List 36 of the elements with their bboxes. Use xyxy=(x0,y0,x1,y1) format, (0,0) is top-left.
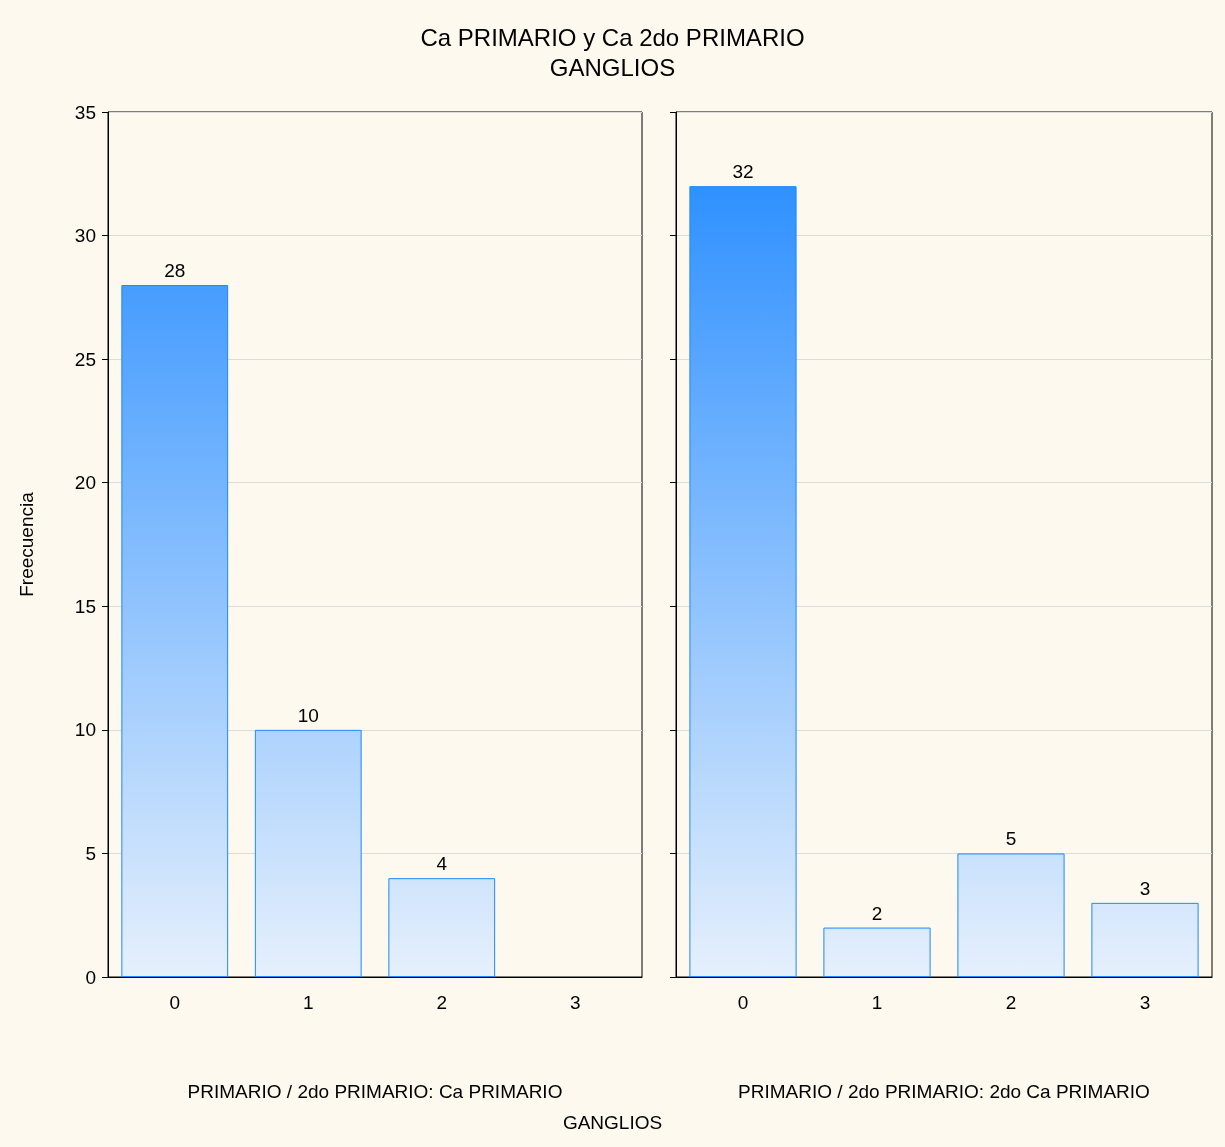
chart-title: Ca PRIMARIO y Ca 2do PRIMARIO xyxy=(420,23,805,51)
bar xyxy=(254,729,362,977)
bar xyxy=(388,878,496,977)
data-label: 32 xyxy=(732,161,754,183)
y-tick-label: 20 xyxy=(74,472,96,494)
data-label: 3 xyxy=(1139,877,1151,899)
data-label: 10 xyxy=(297,704,319,726)
x-axis-title: PRIMARIO / 2do PRIMARIO: Ca PRIMARIO xyxy=(187,1081,563,1102)
x-tick-label: 1 xyxy=(871,992,883,1013)
chart-subtitle: GANGLIOS xyxy=(549,53,676,81)
y-tick-label: 15 xyxy=(74,595,96,617)
y-tick-label: 10 xyxy=(74,719,96,741)
data-label: 4 xyxy=(436,853,448,875)
y-tick-label: 0 xyxy=(85,966,96,988)
data-label: 28 xyxy=(164,260,186,281)
x-tick-label: 0 xyxy=(169,992,181,1013)
x-tick-label: 3 xyxy=(569,992,581,1013)
y-tick-label: 25 xyxy=(74,348,96,370)
y-tick-label: 5 xyxy=(85,842,96,864)
x-axis-title: PRIMARIO / 2do PRIMARIO: 2do Ca PRIMARIO xyxy=(738,1081,1150,1102)
data-label: 2 xyxy=(871,902,883,924)
x-tick-label: 3 xyxy=(1139,992,1151,1013)
bar xyxy=(823,927,931,977)
x-tick-label: 0 xyxy=(737,992,749,1013)
bar xyxy=(121,285,229,977)
data-label: 5 xyxy=(1005,828,1017,850)
x-tick-label: 1 xyxy=(302,992,314,1013)
x-tick-label: 2 xyxy=(436,992,448,1013)
bar xyxy=(957,853,1065,977)
bar xyxy=(1091,902,1199,977)
y-tick-label: 35 xyxy=(74,101,96,123)
bar xyxy=(689,186,797,977)
text: GANGLIOS xyxy=(562,1112,663,1133)
y-axis-title: Freecuencia xyxy=(16,491,37,597)
y-tick-label: 30 xyxy=(74,225,96,247)
x-tick-label: 2 xyxy=(1005,992,1017,1013)
